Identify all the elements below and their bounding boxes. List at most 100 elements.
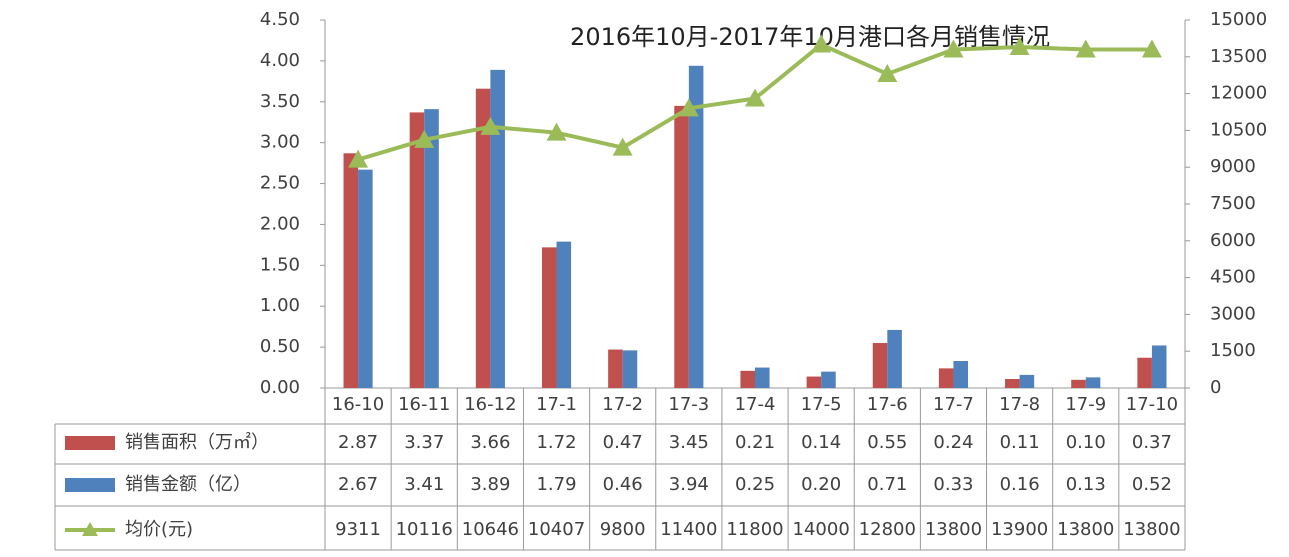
legend-swatch <box>65 478 115 492</box>
table-value: 2.67 <box>338 474 378 495</box>
bar <box>806 376 822 388</box>
bar <box>1071 379 1086 388</box>
bar <box>674 105 689 388</box>
x-tick-label: 17-4 <box>735 394 776 415</box>
y-tick-label: 3.50 <box>260 91 300 112</box>
table-value: 14000 <box>793 519 850 540</box>
table-value: 0.14 <box>801 432 841 453</box>
y-tick-label: 1.00 <box>260 295 300 316</box>
bar <box>1019 374 1035 388</box>
y2-tick-label: 3000 <box>1210 303 1256 324</box>
y2-tick-label: 4500 <box>1210 267 1256 288</box>
line-marker <box>612 137 633 156</box>
y-tick-label: 1.50 <box>260 254 300 275</box>
x-tick-label: 16-11 <box>398 394 450 415</box>
table-value: 3.37 <box>404 432 444 453</box>
table-value: 13800 <box>925 519 982 540</box>
table-value: 0.20 <box>801 474 841 495</box>
line-marker <box>1075 39 1096 58</box>
bar <box>475 88 491 389</box>
bar <box>556 241 572 388</box>
table-value: 0.71 <box>867 474 907 495</box>
bar <box>490 69 505 388</box>
x-tick-label: 17-8 <box>999 394 1040 415</box>
bar <box>821 371 836 388</box>
x-tick-label: 17-2 <box>602 394 643 415</box>
line-marker <box>877 63 898 82</box>
legend-marker <box>82 522 98 536</box>
y2-tick-label: 10500 <box>1210 119 1267 140</box>
bar <box>755 367 770 388</box>
y-tick-label: 4.00 <box>260 50 300 71</box>
bar <box>608 349 623 388</box>
table-value: 10646 <box>462 519 519 540</box>
table-value: 13900 <box>991 519 1048 540</box>
table-value: 13800 <box>1057 519 1114 540</box>
table-value: 0.37 <box>1132 432 1172 453</box>
table-value: 3.66 <box>470 432 510 453</box>
table-value: 2.87 <box>338 432 378 453</box>
line-marker <box>1009 36 1030 55</box>
bar <box>1137 357 1152 388</box>
bar <box>622 350 638 388</box>
table-value: 10116 <box>396 519 453 540</box>
table-value: 0.52 <box>1132 474 1172 495</box>
table-value: 0.21 <box>735 432 775 453</box>
bar <box>688 65 704 388</box>
table-value: 1.72 <box>536 432 576 453</box>
line-marker <box>348 149 369 168</box>
x-tick-label: 16-12 <box>464 394 516 415</box>
x-tick-label: 17-5 <box>801 394 842 415</box>
table-value: 13800 <box>1123 519 1180 540</box>
table-value: 11400 <box>660 519 717 540</box>
bar <box>424 109 439 388</box>
y2-tick-label: 6000 <box>1210 230 1256 251</box>
table-value: 12800 <box>859 519 916 540</box>
line-marker <box>546 122 567 141</box>
y2-tick-label: 13500 <box>1210 46 1267 67</box>
table-value: 0.55 <box>867 432 907 453</box>
bar <box>358 169 373 388</box>
line-marker <box>414 129 435 148</box>
table-value: 0.11 <box>1000 432 1040 453</box>
bar <box>1151 345 1167 388</box>
table-value: 0.24 <box>933 432 973 453</box>
y-tick-label: 2.50 <box>260 173 300 194</box>
table-value: 3.41 <box>404 474 444 495</box>
table-value: 0.16 <box>1000 474 1040 495</box>
table-value: 0.33 <box>933 474 973 495</box>
table-value: 3.89 <box>470 474 510 495</box>
table-value: 9800 <box>600 519 646 540</box>
y2-tick-label: 1500 <box>1210 340 1256 361</box>
y2-tick-label: 12000 <box>1210 83 1267 104</box>
x-tick-label: 17-6 <box>867 394 908 415</box>
table-value: 9311 <box>335 519 381 540</box>
y2-tick-label: 0 <box>1210 377 1221 398</box>
table-value: 0.25 <box>735 474 775 495</box>
y2-tick-label: 7500 <box>1210 193 1256 214</box>
y2-tick-label: 15000 <box>1210 9 1267 30</box>
x-tick-label: 17-7 <box>933 394 974 415</box>
table-value: 1.79 <box>536 474 576 495</box>
line-marker <box>943 39 964 58</box>
x-tick-label: 17-9 <box>1065 394 1106 415</box>
table-value: 0.46 <box>603 474 643 495</box>
bar <box>1085 377 1101 388</box>
legend-swatch <box>65 436 115 450</box>
y-tick-label: 0.00 <box>260 377 300 398</box>
y-tick-label: 2.00 <box>260 213 300 234</box>
bar <box>938 368 954 388</box>
y-tick-label: 0.50 <box>260 336 300 357</box>
x-tick-label: 16-10 <box>332 394 384 415</box>
bar <box>953 361 969 388</box>
table-value: 3.45 <box>669 432 709 453</box>
bar <box>740 370 755 388</box>
table-value: 11800 <box>726 519 783 540</box>
y-tick-label: 3.00 <box>260 132 300 153</box>
y-tick-label: 4.50 <box>260 9 300 30</box>
bar <box>343 153 359 388</box>
bar <box>1005 379 1020 388</box>
line-marker <box>480 116 501 135</box>
x-tick-label: 17-3 <box>668 394 709 415</box>
